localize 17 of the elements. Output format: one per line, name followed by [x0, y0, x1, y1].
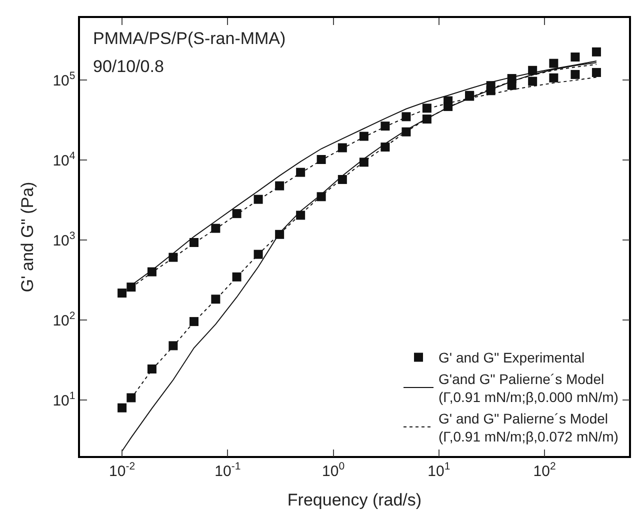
- y-tick-label: 10$^{4}$: [52, 150, 76, 170]
- x-tick-label: 10$^{-2}$: [109, 460, 136, 480]
- y-tick-label: 10$^{5}$: [52, 70, 76, 90]
- x-axis-title: Frequency (rad/s): [287, 490, 422, 510]
- x-tick-label: 10$^{2}$: [533, 460, 556, 480]
- x-tick-label: 10$^{-1}$: [214, 460, 241, 480]
- y-tick-label: 10$^{1}$: [52, 390, 76, 410]
- legend-label: G' and G" Experimental: [438, 350, 585, 366]
- annotation: PMMA/PS/P(S-ran-MMA): [93, 29, 286, 48]
- legend-label: G'and G" Palierne´s Model (Γ,0.91 mN/m;β,0.000 mN/m): [438, 370, 618, 406]
- annotation: 90/10/0.8: [93, 57, 164, 76]
- x-tick-label: 10$^{1}$: [428, 460, 450, 480]
- y-axis-title: G' and G" (Pa): [18, 182, 37, 292]
- legend-label: G' and G" Palierne´s Model (Γ,0.91 mN/m;β,0.072 mN/m): [438, 410, 618, 444]
- y-tick-label: 10$^{2}$: [52, 310, 76, 330]
- y-tick-label: 10$^{3}$: [52, 230, 76, 250]
- x-tick-label: 10$^{0}$: [322, 460, 345, 480]
